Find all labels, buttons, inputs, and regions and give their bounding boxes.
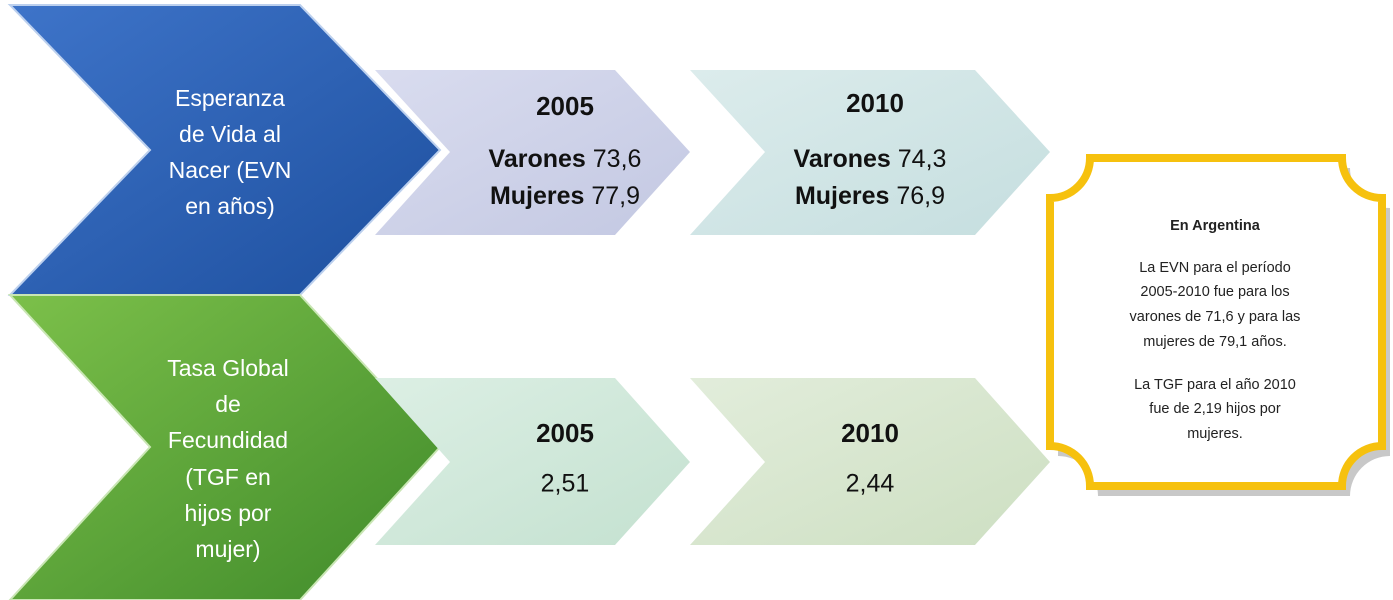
note-line: La TGF para el año 2010	[1134, 377, 1296, 393]
note-line: mujeres.	[1187, 426, 1243, 442]
row-label: Nacer (EVN	[169, 157, 292, 183]
year: 2005	[536, 418, 594, 448]
row-label: hijos por	[185, 500, 272, 526]
note-line: 2005-2010 fue para los	[1140, 284, 1289, 300]
row-label: mujer)	[195, 536, 260, 562]
item-label: Mujeres	[795, 182, 889, 210]
row-label: en años)	[185, 193, 275, 219]
note-line: La EVN para el período	[1139, 260, 1291, 276]
row-label: Esperanza	[175, 85, 285, 111]
note-title: En Argentina	[1170, 218, 1261, 234]
note-line: fue de 2,19 hijos por	[1149, 401, 1281, 417]
year: 2010	[846, 88, 904, 118]
item-label: Mujeres	[490, 182, 584, 210]
item-label: Varones	[489, 145, 586, 173]
row-label: Tasa Global	[167, 355, 288, 381]
chevron	[7, 4, 442, 296]
item-value: 2,51	[541, 470, 590, 498]
note-line: varones de 71,6 y para las	[1130, 309, 1301, 325]
chevron	[375, 378, 690, 545]
year: 2005	[536, 91, 594, 121]
chevron	[7, 294, 442, 600]
item-value: 76,9	[896, 182, 945, 210]
item-value: 2,44	[846, 470, 895, 498]
item-value: 73,6	[593, 145, 642, 173]
chevron	[690, 378, 1050, 545]
item: Mujeres 77,9	[490, 182, 640, 210]
row-label: (TGF en	[185, 464, 271, 490]
item-label: Varones	[794, 145, 891, 173]
item-value: 77,9	[591, 182, 640, 210]
item-value: 74,3	[898, 145, 947, 173]
note-line: mujeres de 79,1 años.	[1143, 334, 1286, 350]
note-box	[1046, 154, 1386, 490]
chevron	[690, 70, 1050, 235]
item: Varones 74,3	[794, 145, 947, 173]
item: Varones 73,6	[489, 145, 642, 173]
year: 2010	[841, 418, 899, 448]
row-label: de Vida al	[179, 121, 281, 147]
row-label: Fecundidad	[168, 427, 288, 453]
chevron	[375, 70, 690, 235]
item: Mujeres 76,9	[795, 182, 945, 210]
row-label: de	[215, 391, 241, 417]
